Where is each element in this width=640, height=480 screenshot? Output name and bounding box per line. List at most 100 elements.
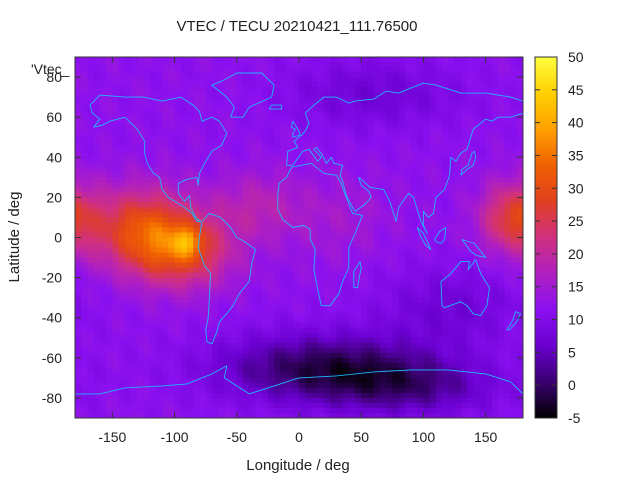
heatmap-cell: [467, 77, 474, 83]
heatmap-cell: [211, 242, 219, 249]
heatmap-cell: [143, 302, 151, 309]
heatmap-cell: [498, 187, 505, 193]
heatmap-cell: [311, 342, 319, 349]
heatmap-cell: [205, 397, 213, 404]
heatmap-cell: [411, 302, 418, 309]
heatmap-cell: [510, 362, 518, 369]
heatmap-cell: [267, 297, 275, 304]
heatmap-cell: [224, 257, 232, 264]
heatmap-cell: [180, 182, 188, 188]
heatmap-cell: [448, 297, 456, 304]
heatmap-cell: [99, 227, 107, 234]
heatmap-cell: [99, 342, 107, 349]
heatmap-cell: [131, 362, 138, 369]
heatmap-cell: [398, 92, 406, 98]
heatmap-cell: [311, 62, 319, 68]
heatmap-cell: [411, 317, 418, 324]
heatmap-cell: [498, 212, 505, 219]
heatmap-cell: [386, 77, 393, 83]
heatmap-cell: [342, 297, 350, 304]
heatmap-cell: [504, 112, 512, 118]
heatmap-cell: [460, 317, 468, 324]
heatmap-cell: [373, 57, 381, 63]
heatmap-cell: [373, 307, 381, 314]
heatmap-cell: [317, 82, 325, 88]
heatmap-cell: [137, 377, 145, 384]
heatmap-cell: [143, 297, 151, 304]
heatmap-cell: [317, 327, 325, 334]
heatmap-cell: [355, 372, 362, 379]
heatmap-cell: [485, 182, 493, 188]
heatmap-cell: [379, 182, 387, 188]
heatmap-cell: [205, 117, 213, 123]
heatmap-cell: [305, 187, 313, 193]
heatmap-cell: [168, 152, 176, 158]
heatmap-cell: [361, 372, 369, 379]
heatmap-cell: [442, 147, 449, 153]
heatmap-cell: [355, 352, 362, 359]
heatmap-cell: [168, 97, 176, 103]
heatmap-cell: [317, 142, 325, 148]
heatmap-cell: [435, 102, 443, 108]
heatmap-cell: [187, 207, 194, 214]
heatmap-cell: [143, 162, 151, 168]
heatmap-cell: [473, 362, 481, 369]
heatmap-cell: [205, 312, 213, 319]
heatmap-cell: [404, 152, 412, 158]
heatmap-cell: [317, 67, 325, 73]
heatmap-cell: [292, 292, 300, 299]
heatmap-cell: [392, 232, 400, 239]
heatmap-cell: [510, 97, 518, 103]
heatmap-cell: [112, 242, 120, 249]
heatmap-cell: [124, 282, 132, 289]
heatmap-cell: [81, 192, 89, 198]
heatmap-cell: [460, 242, 468, 249]
heatmap-cell: [491, 97, 499, 103]
heatmap-cell: [423, 312, 431, 319]
heatmap-cell: [473, 227, 481, 234]
heatmap-cell: [336, 237, 344, 244]
heatmap-cell: [454, 207, 462, 214]
heatmap-cell: [305, 132, 313, 138]
heatmap-cell: [460, 62, 468, 68]
heatmap-cell: [305, 367, 313, 374]
heatmap-cell: [479, 217, 487, 224]
heatmap-cell: [398, 172, 406, 178]
heatmap-cell: [485, 127, 493, 133]
heatmap-cell: [473, 197, 481, 203]
heatmap-cell: [429, 117, 437, 123]
heatmap-cell: [155, 87, 163, 93]
heatmap-cell: [379, 262, 387, 269]
heatmap-cell: [249, 92, 257, 98]
heatmap-cell: [398, 142, 406, 148]
heatmap-cell: [510, 272, 518, 279]
heatmap-cell: [355, 347, 362, 354]
heatmap-cell: [292, 82, 300, 88]
heatmap-cell: [280, 67, 288, 73]
heatmap-cell: [442, 387, 449, 394]
heatmap-cell: [342, 377, 350, 384]
heatmap-cell: [485, 87, 493, 93]
heatmap-cell: [149, 117, 157, 123]
heatmap-cell: [379, 122, 387, 128]
heatmap-cell: [467, 72, 474, 78]
heatmap-cell: [348, 142, 356, 148]
heatmap-cell: [404, 127, 412, 133]
heatmap-cell: [211, 192, 219, 198]
heatmap-cell: [473, 162, 481, 168]
heatmap-cell: [473, 122, 481, 128]
heatmap-cell: [348, 222, 356, 229]
heatmap-cell: [355, 287, 362, 294]
heatmap-cell: [429, 207, 437, 214]
heatmap-cell: [174, 282, 182, 289]
heatmap-cell: [118, 302, 126, 309]
heatmap-cell: [137, 392, 145, 399]
heatmap-cell: [118, 187, 126, 193]
heatmap-cell: [87, 72, 95, 78]
heatmap-cell: [99, 62, 107, 68]
heatmap-cell: [348, 352, 356, 359]
heatmap-cell: [267, 72, 275, 78]
heatmap-cell: [93, 232, 101, 239]
heatmap-cell: [224, 162, 232, 168]
heatmap-cell: [473, 247, 481, 254]
